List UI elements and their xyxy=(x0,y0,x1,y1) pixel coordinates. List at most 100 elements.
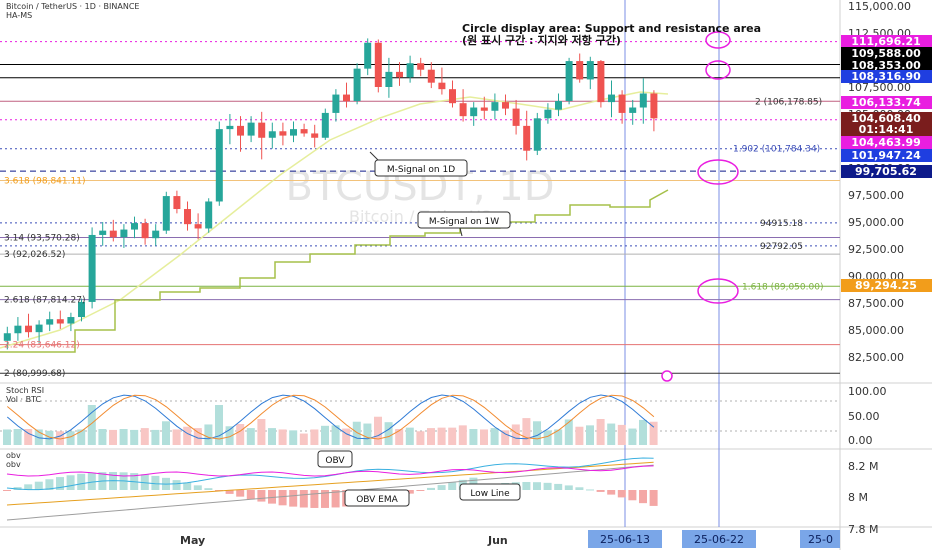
candle-body xyxy=(449,89,456,104)
vol-title: Vol · BTC xyxy=(6,395,42,404)
price-tick: 82,500.00 xyxy=(848,351,904,364)
price-tag: 99,705.62 xyxy=(855,165,917,178)
fib-labels: 2 (106,178.85) 1.902 (101,784.34) 3.618 (9… xyxy=(4,97,823,379)
callout-obv: OBV xyxy=(317,450,353,468)
x-axis: May Jun 25-06-13 25-06-22 25-0 xyxy=(180,530,840,548)
obv-bar xyxy=(639,490,647,504)
price-tick: 85,000.00 xyxy=(848,324,904,337)
obv-bar xyxy=(321,490,329,508)
volume-bar xyxy=(278,429,287,445)
candle-body xyxy=(215,129,223,202)
support-resistance-circles xyxy=(661,31,739,382)
obv-bar xyxy=(183,482,192,490)
price-tick: 97,500.00 xyxy=(848,189,904,202)
price-tag-bg xyxy=(841,112,932,125)
annotation: Circle display area: Support and resista… xyxy=(462,22,761,47)
fib-label-10: 2 (80,999.68) xyxy=(4,369,65,379)
volume-bar xyxy=(268,428,276,445)
volume-bar xyxy=(66,431,75,445)
volume-bar xyxy=(225,426,234,445)
candle-body xyxy=(396,71,403,78)
volume-bar xyxy=(236,424,245,445)
symbol-title: Bitcoin / TetherUS · 1D · BINANCE xyxy=(6,2,140,11)
fib-label-7: 1.618 (89,050.00) xyxy=(742,282,823,292)
price-tag-bg xyxy=(841,96,932,109)
candle-body xyxy=(290,129,297,136)
price-tag: 104,608.40 xyxy=(851,112,921,125)
price-tick: 95,000.00 xyxy=(848,216,904,229)
candle-body xyxy=(512,108,520,126)
fib-label-1: 1.902 (101,784.34) xyxy=(733,145,820,155)
obv-bar xyxy=(564,485,573,490)
obv-line xyxy=(6,464,654,521)
candle-body xyxy=(131,223,138,230)
obv-bar xyxy=(77,473,86,490)
volume-bar xyxy=(162,421,170,445)
price-tick: 107,500.00 xyxy=(848,81,911,94)
candle-body xyxy=(586,61,594,80)
date-tag-1: 25-06-13 xyxy=(600,533,650,546)
volume-bar xyxy=(56,431,64,445)
stoch-axis: 100.00 50.00 0.00 xyxy=(848,385,887,447)
annotation-line2: (원 표시 구간 : 지지와 저항 구간) xyxy=(462,33,621,47)
volume-bar xyxy=(310,429,319,445)
x-label-jun: Jun xyxy=(487,534,508,547)
obv-bar xyxy=(607,490,616,495)
candle-body xyxy=(417,63,425,70)
obv-bar xyxy=(405,490,414,494)
candle-body xyxy=(533,118,541,151)
obv-bar xyxy=(257,490,266,502)
fib-label-3: 94915.18 xyxy=(760,219,803,229)
candle-body xyxy=(639,93,647,108)
candle-body xyxy=(56,319,64,324)
obv-bar xyxy=(3,490,11,491)
candle-body xyxy=(629,107,637,113)
m-signal-1w-line xyxy=(0,189,669,353)
sr-circle-1 xyxy=(705,31,731,49)
volume-bar xyxy=(34,429,43,445)
price-tags: 111,696.21109,588.00108,353.00108,316.90… xyxy=(841,35,932,292)
volume-bar xyxy=(384,422,393,445)
obv-bar xyxy=(586,489,594,491)
volume-bar xyxy=(45,430,54,445)
volume-bar xyxy=(87,405,96,445)
candle-body xyxy=(555,101,562,110)
obv-bar xyxy=(151,475,160,490)
volume-bar xyxy=(363,423,372,445)
volume-bar xyxy=(458,425,467,445)
svg-text:100.00: 100.00 xyxy=(848,385,887,398)
candle-body xyxy=(385,71,393,87)
svg-text:8.2 M: 8.2 M xyxy=(848,460,878,473)
obv-bar xyxy=(533,482,541,490)
volume-bar xyxy=(522,418,531,445)
alert-icon xyxy=(661,370,673,382)
obv-bar xyxy=(649,490,658,506)
fib-label-5: 3 (92,026.52) xyxy=(4,250,65,260)
volume-bar xyxy=(395,429,404,445)
obv-bar xyxy=(416,490,425,491)
volume-bar xyxy=(321,425,329,445)
volume-bar xyxy=(554,429,563,445)
horizontal-levels xyxy=(0,41,840,374)
obv-bar xyxy=(427,487,435,490)
obv-bar xyxy=(299,490,308,508)
candle-body xyxy=(311,133,319,138)
candle-body xyxy=(608,94,615,103)
candle-body xyxy=(279,131,287,136)
price-tag-bg xyxy=(841,165,932,178)
volume-bar xyxy=(193,428,202,445)
fib-label-9: 2.24 (83,646.12) xyxy=(4,341,80,351)
price-tag-bg xyxy=(841,47,932,60)
candle-body xyxy=(99,230,107,235)
svg-text:M-Signal on 1D: M-Signal on 1D xyxy=(387,165,455,175)
volume-bar xyxy=(607,423,616,445)
obv-panel: OBV OBV EMA Low Line xyxy=(3,450,658,521)
candle-body xyxy=(25,325,32,333)
price-tag: 109,588.00 xyxy=(851,47,921,60)
stoch-k-line xyxy=(6,394,655,440)
obv-signal-line xyxy=(6,457,654,491)
volume-bar xyxy=(374,416,382,445)
volume-bar xyxy=(257,419,266,445)
candle-body xyxy=(173,196,181,210)
